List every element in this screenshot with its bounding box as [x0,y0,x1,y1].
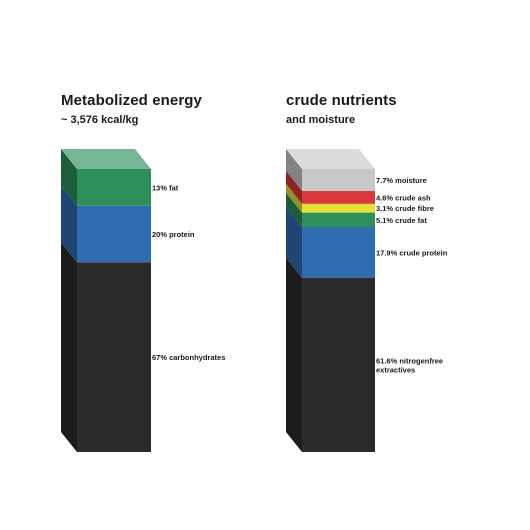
bar-segment-side [61,242,77,452]
bar-segment-side [286,257,302,452]
bar-segment-side [286,192,302,228]
bar-segment-front [77,169,151,206]
bar-segment-side [286,183,302,213]
bar-segment-front [302,227,375,278]
segment-label: 13% fat [152,183,179,192]
stacked-column-chart: 61.6% nitrogenfree extractives 17.9% crude… [286,149,448,452]
stacked-column-chart: 67% carbonhydrates 20% protein 13% fat [61,149,225,452]
bar-segment [61,149,151,206]
segment-label: 5.1% crude fat [376,216,427,225]
bar-segment-front [302,203,375,213]
bar-segment-front [302,212,375,228]
chart-title: crude nutrients [286,92,397,109]
segment-label: 67% carbonhydrates [152,353,225,362]
segment-label: 61.6% nitrogenfree extractives [376,356,443,374]
bar-segment [286,170,375,204]
bar-segment-side [61,149,77,206]
segment-label: 4.6% crude ash [376,193,431,202]
chart-subtitle: ~ 3,576 kcal/kg [61,114,139,126]
bar-segment-front [302,169,375,191]
bar-segment-front [77,262,151,452]
bar-segment [286,149,375,191]
nutrients-panel: crude nutrients and moisture 61.6% nitro… [265,0,530,530]
bar-segment-side [286,170,302,204]
bar-segment-front [302,190,375,204]
bar-segment [286,183,375,213]
bar-segment-front [77,205,151,263]
segment-label: 7.7% moisture [376,176,427,185]
bar-segment [286,192,375,228]
bar-segment [61,185,151,263]
bar-segment-front [302,277,375,452]
bar-segment [61,242,151,452]
bar-segment-side [61,185,77,263]
segment-label: 17.9% crude protein [376,248,448,257]
segment-label: 20% protein [152,230,195,239]
bar-segment [286,257,375,452]
bar-segment-top [286,149,375,169]
bar-segment [286,207,375,278]
chart-subtitle: and moisture [286,114,356,126]
segment-label: 3.1% crude fibre [376,204,434,213]
chart-title: Metabolized energy [61,92,202,109]
bar-segment-top [61,149,151,169]
energy-panel: Metabolized energy ~ 3,576 kcal/kg 67% c… [61,92,225,452]
bar-segment-side [286,149,302,191]
bar-segment-side [286,207,302,278]
